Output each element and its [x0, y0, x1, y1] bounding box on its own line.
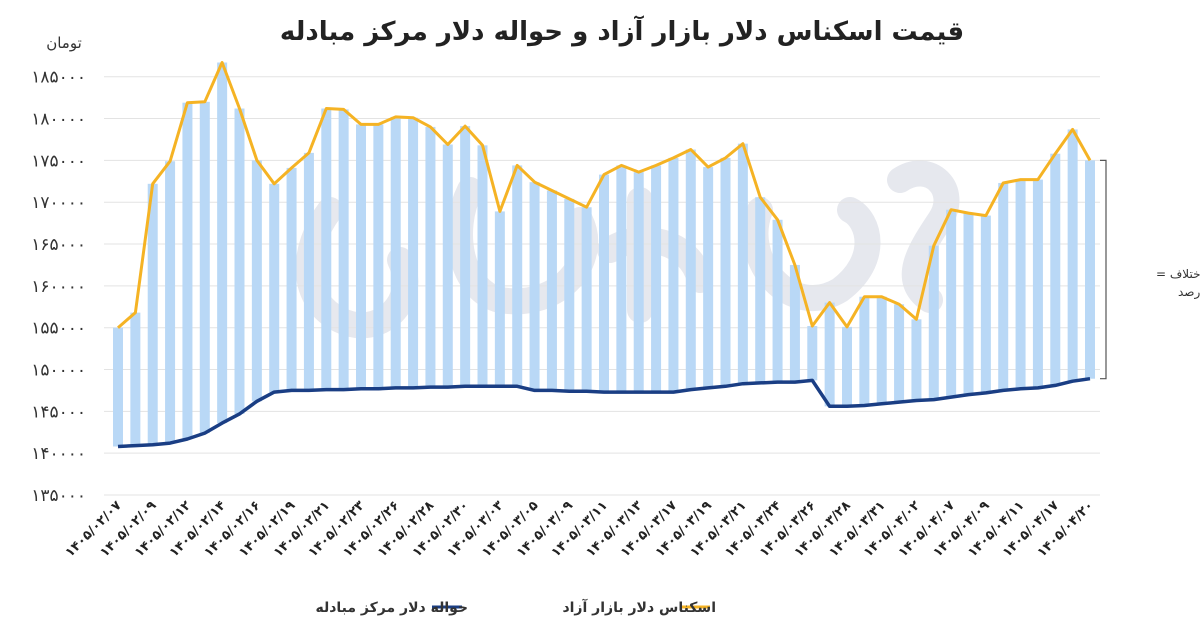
x-axis: ۱۴۰۵/۰۲/۰۷۱۴۰۵/۰۲/۰۹۱۴۰۵/۰۲/۱۲۱۴۰۵/۰۲/۱۴…: [63, 498, 1097, 560]
spread-bar: [1050, 153, 1061, 386]
spread-bar: [113, 327, 123, 447]
spread-bar: [720, 157, 731, 387]
spread-bar: [390, 116, 401, 388]
spread-bar: [269, 183, 280, 393]
spread-bar: [251, 160, 262, 402]
spread-bar: [998, 182, 1009, 391]
spread-bar: [1085, 160, 1095, 379]
legend-label-free-market: اسکناس دلار بازار آزاد: [562, 598, 716, 616]
watermark-logo: [295, 160, 960, 339]
spread-bar: [946, 209, 957, 398]
spread-bar: [425, 126, 436, 388]
spread-bar: [442, 144, 453, 388]
spread-bar: [842, 326, 852, 407]
spread-bar: [130, 312, 141, 446]
y-tick-label: ۱۷۰۰۰۰: [31, 193, 86, 213]
spread-bar: [894, 304, 905, 403]
spread-bar: [460, 126, 471, 387]
spread-bar: [321, 108, 332, 390]
difference-label: اختلاف =: [1156, 267, 1200, 281]
series-line-free-market: [117, 61, 1092, 329]
spread-bar: [928, 245, 939, 400]
spread-bar: [338, 109, 349, 390]
y-axis: ۱۳۵۰۰۰ ۱۴۰۰۰۰ ۱۴۵۰۰۰ ۱۵۰۰۰۰ ۱۵۵۰۰۰ ۱۶۰۰۰۰ ۱۶۵۰…: [31, 68, 86, 506]
spread-bar: [356, 124, 366, 389]
spread-bar: [772, 219, 783, 383]
spread-bar: [685, 149, 696, 390]
spread-bar: [165, 161, 176, 444]
spread-bar: [651, 165, 662, 393]
spread-bar: [303, 152, 314, 391]
spread-bar: [512, 165, 523, 387]
y-tick-label: ۱۴۵۰۰۰: [31, 402, 86, 422]
spread-bar: [737, 143, 748, 384]
spread-bar: [755, 197, 766, 383]
spread-bar: [477, 145, 488, 387]
y-tick-label: ۱۳۵۰۰۰: [31, 486, 86, 506]
y-tick-label: ۱۴۰۰۰۰: [31, 444, 86, 464]
y-tick-label: ۱۸۵۰۰۰: [31, 68, 86, 88]
spread-bar: [564, 198, 575, 392]
spread-bar: [859, 296, 870, 406]
spread-bar: [703, 167, 714, 388]
y-tick-label: ۱۷۵۰۰۰: [31, 151, 86, 171]
spread-bar: [824, 302, 835, 407]
spread-bar: [529, 182, 540, 391]
legend: اسکناس دلار بازار آزاد حواله دلار مرکز م…: [315, 598, 716, 616]
spread-bar: [182, 102, 193, 439]
series-lines: [117, 61, 1092, 449]
y-tick-label: ۱۵۰۰۰۰: [31, 361, 86, 381]
y-tick-label: ۱۶۰۰۰۰: [31, 277, 86, 297]
spread-bar: [911, 319, 922, 401]
spread-bar: [876, 296, 887, 404]
difference-bracket: [1100, 159, 1107, 380]
spread-bar: [234, 108, 245, 414]
spread-bar: [1032, 179, 1043, 388]
spread-bar: [599, 174, 609, 393]
spread-bar: [807, 326, 818, 381]
legend-label-exchange-center: حواله دلار مرکز مبادله: [315, 600, 468, 616]
difference-percent: ۱۷.۵ درصد: [1178, 285, 1200, 300]
spread-bar: [494, 211, 505, 387]
spread-bar: [373, 124, 384, 389]
y-axis-unit-label: تومان: [46, 34, 82, 52]
difference-annotation: اختلاف = ۱۷.۵ درصد: [1100, 159, 1200, 380]
spread-bar: [1015, 179, 1026, 389]
spread-bar: [1067, 129, 1078, 382]
y-tick-label: ۱۸۰۰۰۰: [31, 110, 86, 130]
spread-bar: [217, 62, 228, 424]
spread-bar: [147, 183, 158, 445]
spread-bar: [546, 190, 557, 391]
spread-bar: [963, 213, 974, 395]
spread-bar: [616, 165, 627, 393]
spread-bar: [408, 117, 419, 388]
y-tick-label: ۱۶۵۰۰۰: [31, 235, 86, 255]
spread-bar: [789, 264, 800, 383]
spread-bar: [286, 167, 297, 391]
spread-bars: [113, 62, 1095, 447]
spread-bar: [633, 172, 644, 393]
y-tick-label: ۱۵۵۰۰۰: [31, 319, 86, 339]
spread-bar: [199, 101, 210, 434]
chart-title: قیمت اسکناس دلار بازار آزاد و حواله دلار…: [280, 15, 964, 47]
spread-bar: [668, 157, 679, 393]
spread-bar: [581, 207, 592, 392]
spread-bar: [980, 215, 991, 393]
series-line-exchange-center: [117, 376, 1091, 449]
